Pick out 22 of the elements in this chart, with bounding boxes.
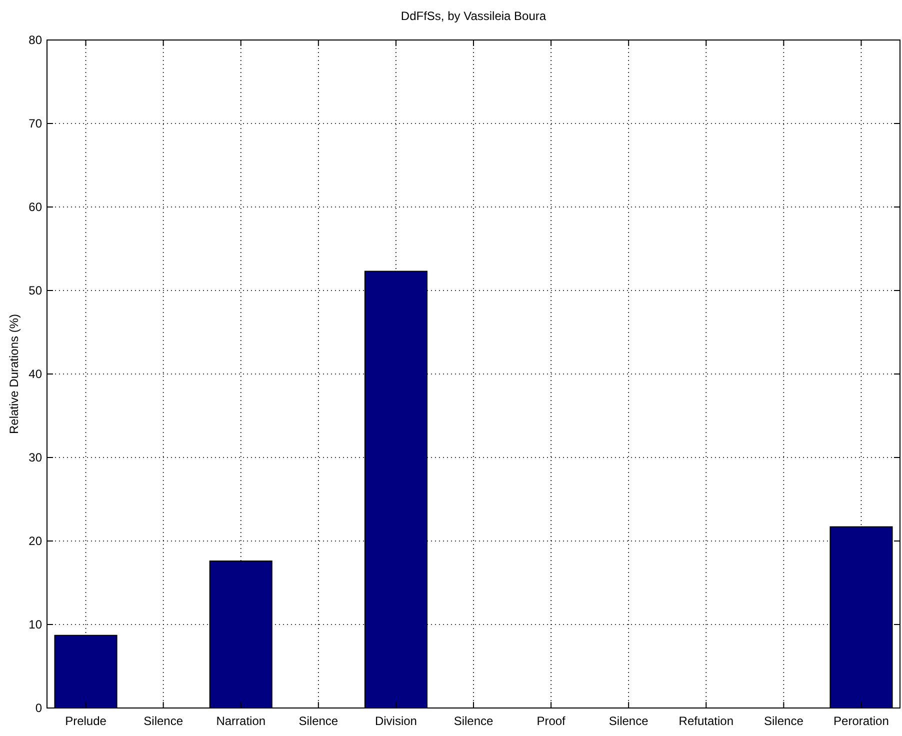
x-tick-label: Proof — [536, 714, 566, 728]
x-tick-label: Silence — [608, 714, 649, 728]
x-tick-label: Silence — [764, 714, 804, 728]
y-tick-label: 70 — [28, 116, 42, 131]
y-tick-label: 80 — [28, 33, 42, 48]
y-tick-label: 50 — [28, 284, 42, 298]
y-tick-label: 20 — [28, 534, 42, 548]
x-tick-label: Silence — [454, 714, 494, 728]
y-tick-label: 0 — [35, 701, 42, 716]
x-tick-label: Narration — [216, 714, 266, 728]
y-tick-label: 40 — [28, 367, 42, 382]
chart-title: DdFfSs, by Vassileia Boura — [400, 9, 546, 23]
x-tick-label: Prelude — [65, 714, 107, 728]
x-tick-label: Silence — [144, 714, 184, 728]
x-tick-label: Refutation — [678, 714, 734, 728]
x-tick-label: Peroration — [834, 714, 889, 728]
y-tick-label: 60 — [28, 200, 42, 214]
y-tick-label: 30 — [28, 450, 42, 465]
y-tick-label: 10 — [28, 618, 42, 632]
y-axis-title: Relative Durations (%) — [7, 314, 21, 434]
x-tick-label: Division — [374, 714, 417, 728]
x-tick-label: Silence — [298, 714, 338, 728]
